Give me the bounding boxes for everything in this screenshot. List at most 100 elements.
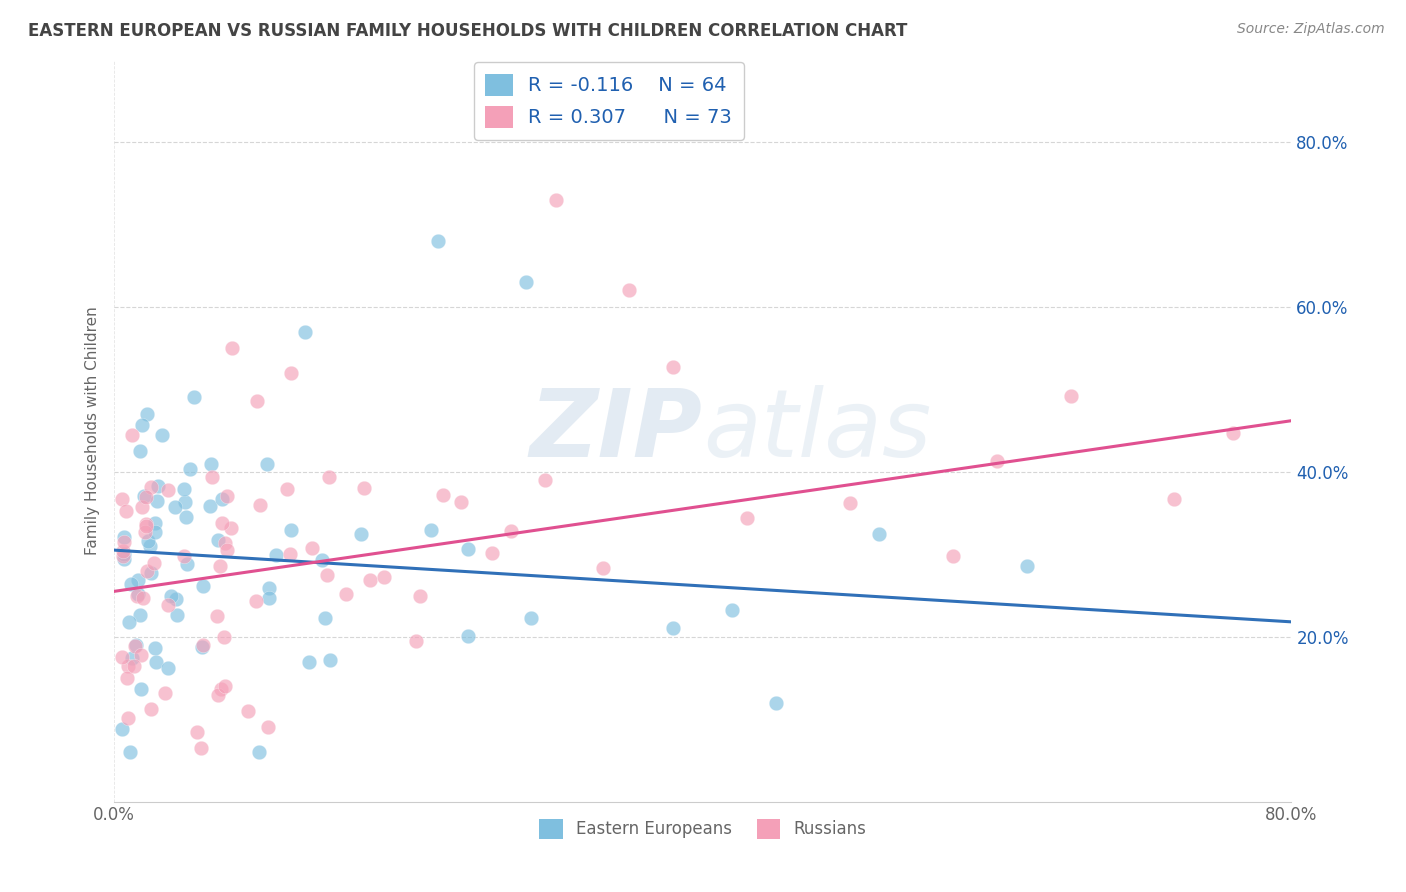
Point [256,457,278,471]
Point [156,661,179,675]
Point [205,608,228,623]
Point [318,653,340,667]
Point [141,479,163,493]
Point [1222,426,1244,441]
Point [280,366,302,380]
Point [1060,389,1083,403]
Point [1015,559,1038,574]
Point [173,549,195,564]
Point [662,359,685,374]
Point [112,552,135,566]
Point [298,655,321,669]
Point [118,745,141,759]
Point [457,541,479,556]
Point [191,638,214,652]
Point [765,696,787,710]
Point [219,521,242,535]
Legend: Eastern Europeans, Russians: Eastern Europeans, Russians [533,813,873,846]
Point [166,607,188,622]
Point [318,469,340,483]
Point [735,510,758,524]
Point [139,540,162,554]
Point [118,615,141,629]
Point [121,651,143,665]
Point [160,589,183,603]
Point [868,527,890,541]
Point [117,711,139,725]
Point [221,341,243,355]
Point [450,495,472,509]
Point [986,454,1008,468]
Point [127,573,149,587]
Point [246,393,269,408]
Point [200,458,222,472]
Point [129,607,152,622]
Point [120,577,142,591]
Point [211,516,233,531]
Point [301,541,323,555]
Point [112,534,135,549]
Point [209,681,232,696]
Point [115,504,138,518]
Point [176,558,198,572]
Point [316,567,339,582]
Point [432,488,454,502]
Point [190,640,212,654]
Y-axis label: Family Households with Children: Family Households with Children [86,306,100,555]
Point [520,611,543,625]
Point [259,591,281,605]
Point [207,688,229,702]
Point [139,566,162,581]
Point [179,462,201,476]
Point [112,543,135,558]
Point [173,482,195,496]
Point [111,491,134,506]
Point [145,655,167,669]
Point [350,527,373,541]
Point [150,427,173,442]
Point [942,549,965,563]
Point [314,611,336,625]
Point [132,591,155,605]
Point [245,593,267,607]
Point [190,740,212,755]
Point [311,553,333,567]
Point [141,702,163,716]
Point [191,579,214,593]
Point [135,519,157,533]
Point [1163,491,1185,506]
Point [127,587,149,601]
Point [135,517,157,532]
Point [217,543,239,558]
Point [257,582,280,596]
Point [157,483,180,497]
Point [409,589,432,603]
Point [136,564,159,578]
Point [117,659,139,673]
Point [174,510,197,524]
Point [359,574,381,588]
Point [534,473,557,487]
Point [294,325,316,339]
Point [276,482,298,496]
Point [134,525,156,540]
Point [174,495,197,509]
Point [145,494,167,508]
Point [353,481,375,495]
Point [247,745,270,759]
Point [515,275,537,289]
Point [121,428,143,442]
Point [127,589,149,603]
Point [457,629,479,643]
Point [186,725,208,739]
Point [592,560,614,574]
Point [146,479,169,493]
Point [264,548,287,562]
Point [131,418,153,433]
Point [153,686,176,700]
Point [839,496,862,510]
Text: atlas: atlas [703,385,931,476]
Point [499,524,522,538]
Point [131,682,153,697]
Point [481,545,503,559]
